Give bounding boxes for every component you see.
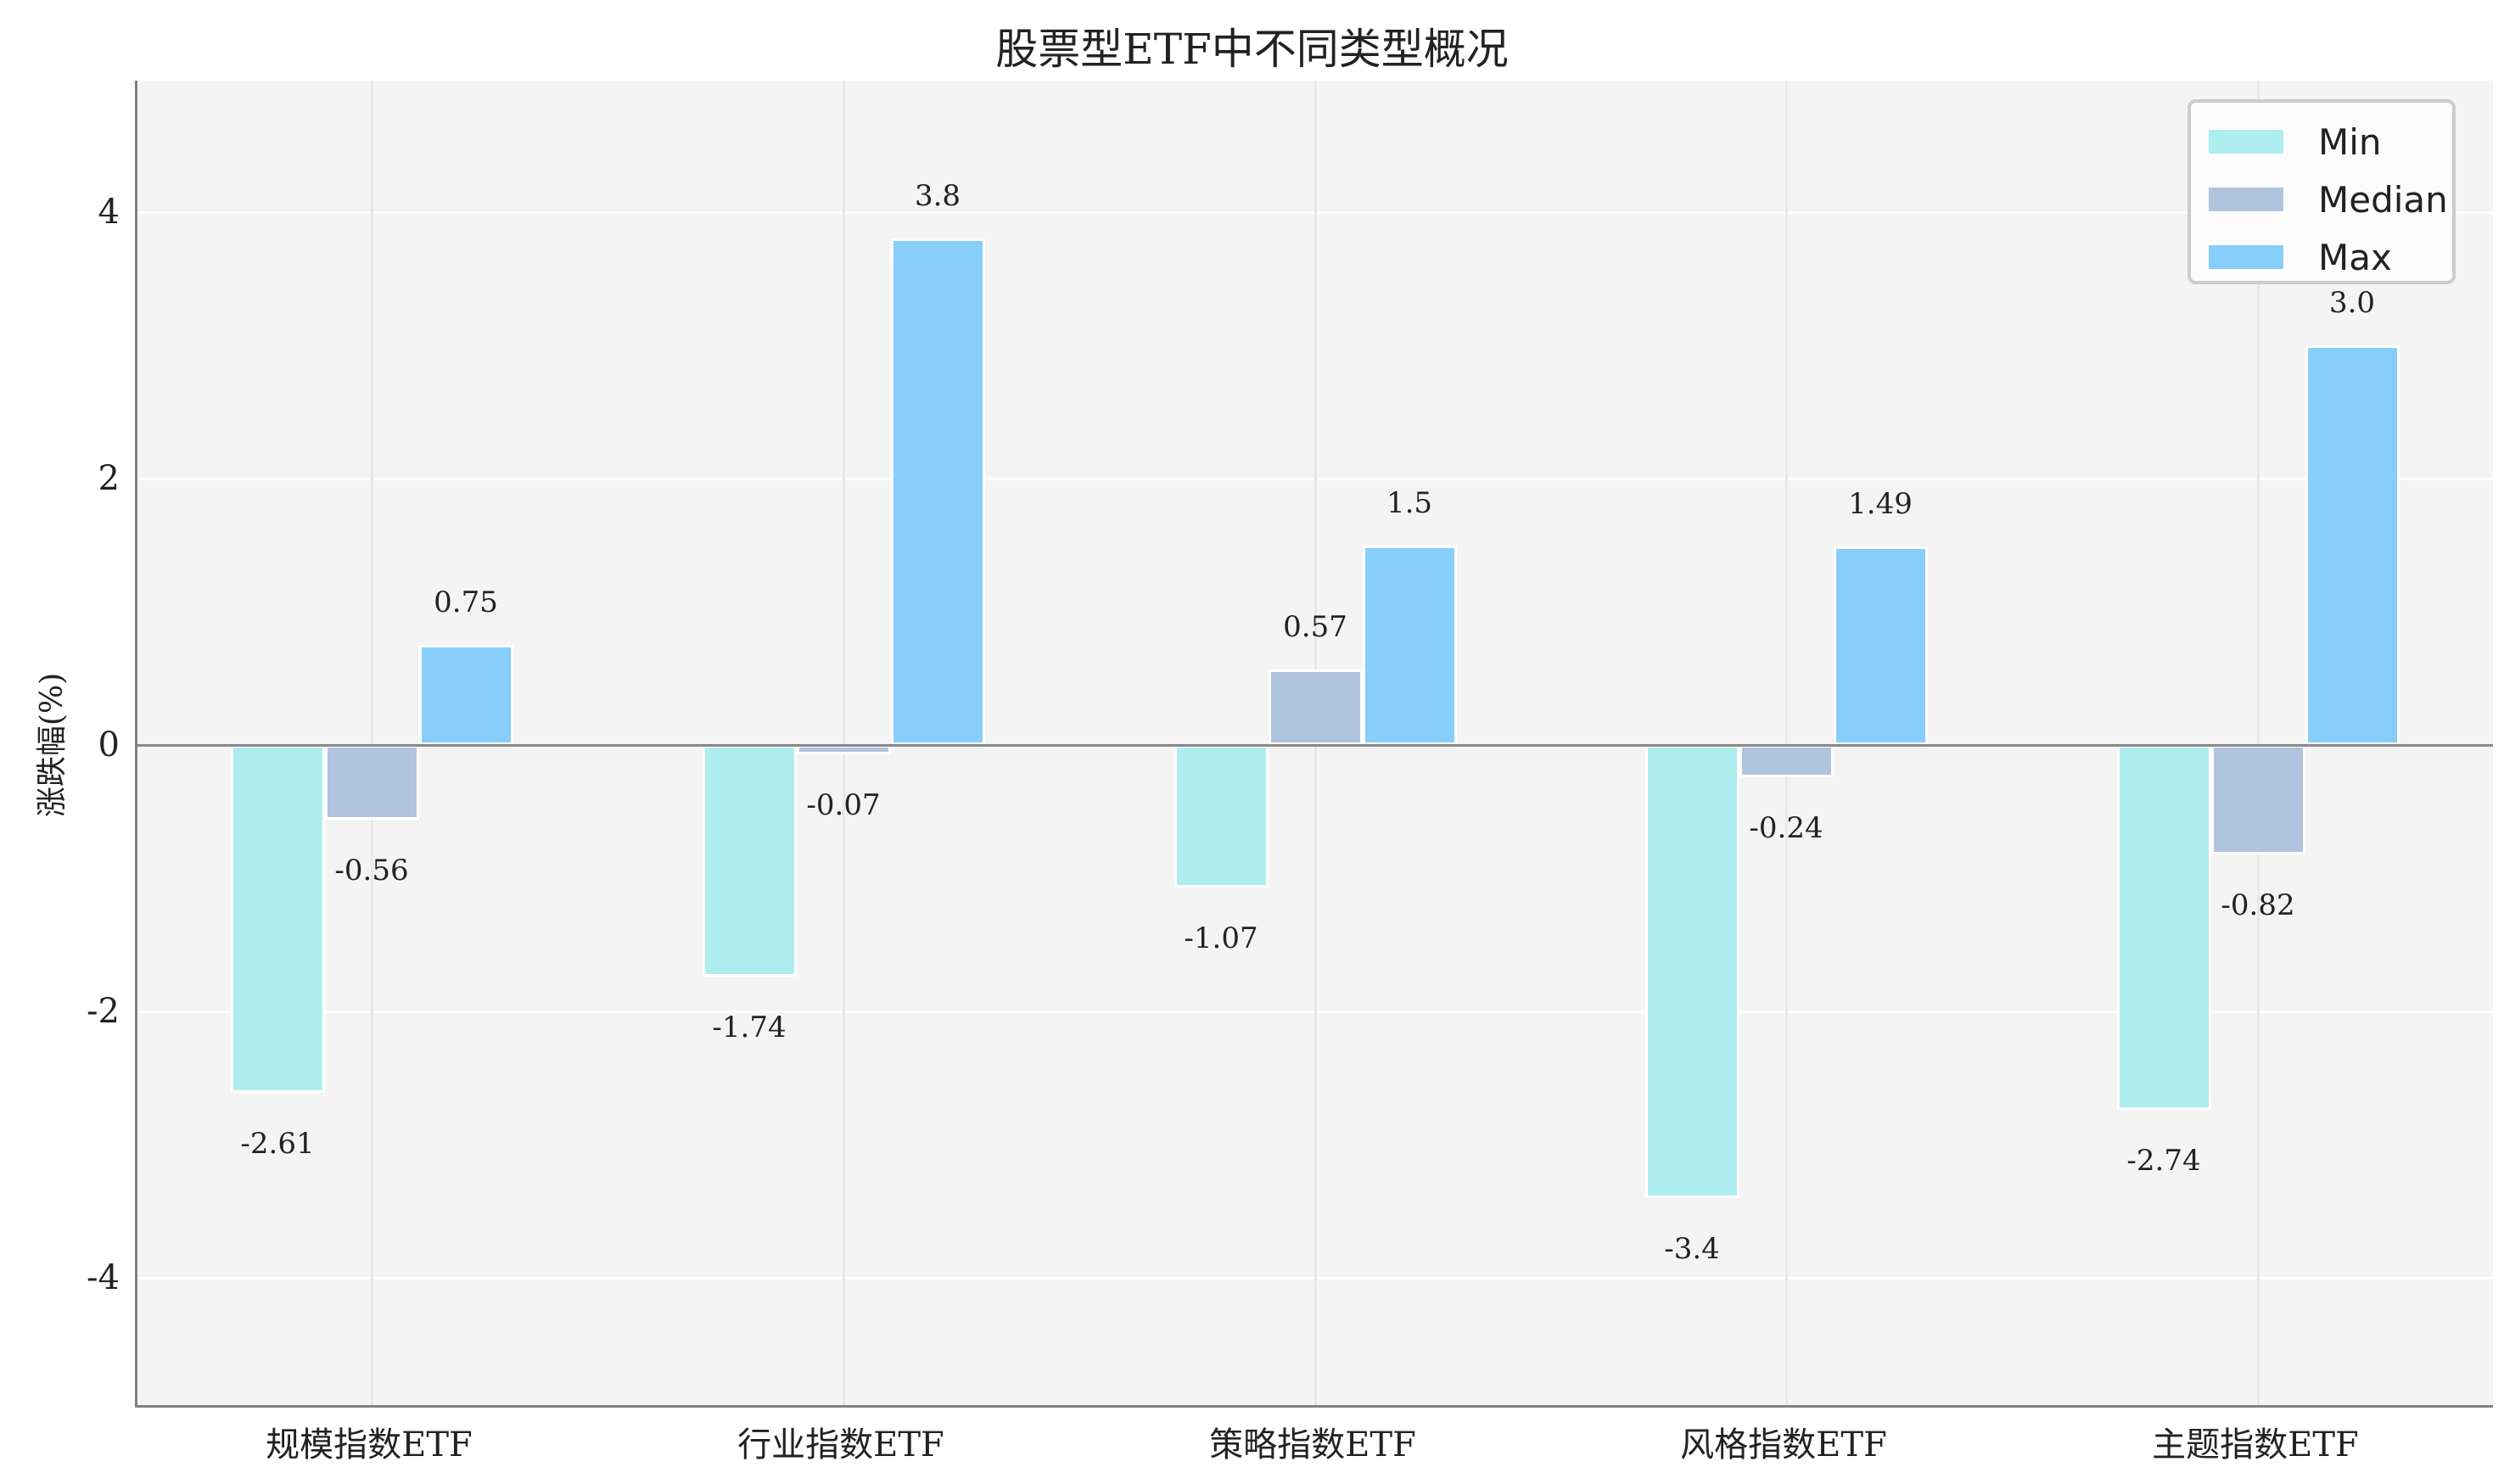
bar-max [1833,546,1928,745]
bar-max [1362,545,1457,745]
x-tick-label: 风格指数ETF [1680,1425,1887,1464]
x-gridline [1785,81,1788,1405]
y-tick-label: 0 [98,725,120,764]
bar-value-label: -3.4 [1664,1231,1720,1266]
bar-value-label: 1.49 [1848,487,1913,522]
bar-value-label: -2.61 [240,1126,315,1161]
bar-min [1174,745,1269,888]
legend-item-max: Max [2206,228,2392,286]
bar-value-label: 3.8 [914,179,961,214]
plot-area: -2.61 -1.74 -1.07 -3.4 -2.74 -0.56 -0.07 0.57 -0… [135,81,2493,1408]
y-tick-label: 2 [98,459,120,498]
bar-median [2210,745,2305,854]
bar-value-label: -1.07 [1184,921,1258,955]
legend-item-min: Min [2206,113,2382,171]
bar-value-label: 0.75 [434,585,498,620]
chart-title: 股票型ETF中不同类型概况 [995,25,1509,74]
y-tick-label: -4 [87,1258,120,1297]
bar-min [1644,745,1739,1198]
x-tick-label: 主题指数ETF [2152,1425,2359,1464]
bar-value-label: -0.82 [2221,888,2295,922]
bar-max [418,645,513,745]
legend-swatch-median [2206,185,2286,214]
bar-max [890,238,985,745]
legend-item-median: Median [2206,171,2448,228]
x-tick-label: 行业指数ETF [737,1425,944,1464]
bar-value-label: 1.5 [1386,485,1433,520]
x-tick-label: 规模指数ETF [266,1425,473,1464]
bar-min [230,745,325,1093]
bar-value-label: 0.57 [1283,609,1347,644]
legend-swatch-min [2206,127,2286,156]
y-axis-label: 涨跌幅(%) [35,672,70,818]
bar-value-label: -2.74 [2126,1144,2201,1179]
bar-median [324,745,419,820]
x-tick-label: 策略指数ETF [1209,1425,1416,1464]
bar-value-label: -0.56 [334,853,409,888]
bar-min [702,745,797,977]
y-tick-label: -2 [87,992,120,1031]
bar-median [1739,745,1834,777]
y-tick-label: 4 [98,193,120,232]
bar-value-label: -0.24 [1749,810,1823,845]
zero-line [137,744,2493,747]
legend: Min Median Max [2187,99,2456,284]
legend-label: Min [2318,120,2382,163]
bar-median [1268,669,1363,745]
bar-max [2305,345,2400,745]
bar-value-label: 3.0 [2328,286,2376,320]
bar-value-label: -1.74 [712,1011,787,1045]
x-gridline [843,81,845,1405]
x-gridline [2257,81,2260,1405]
legend-label: Max [2318,236,2392,278]
bar-value-label: -0.07 [806,787,881,822]
x-gridline [371,81,373,1405]
bar-min [2116,745,2211,1111]
legend-swatch-max [2206,243,2286,272]
legend-label: Median [2318,178,2448,221]
